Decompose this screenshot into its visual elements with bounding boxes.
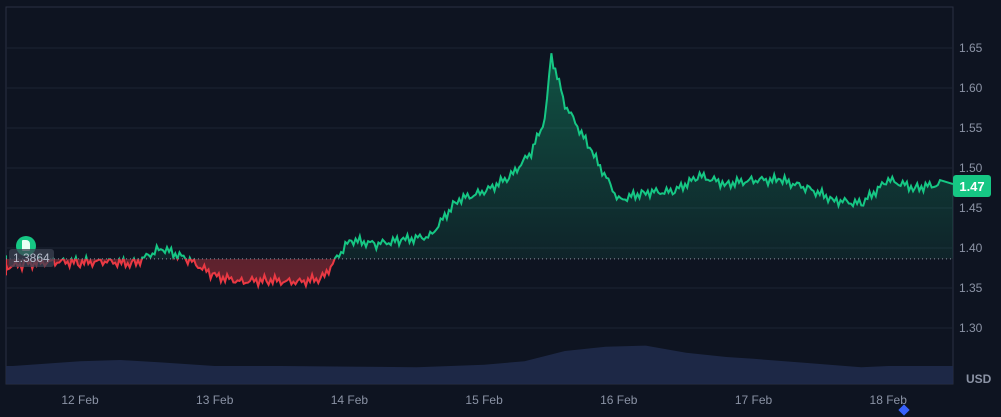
x-tick-label: 13 Feb (196, 393, 234, 407)
y-tick-label: 1.55 (959, 121, 983, 135)
document-glyph-icon (22, 240, 30, 251)
volume-bars (6, 345, 953, 384)
currency-label[interactable]: USD (966, 372, 992, 386)
y-tick-label: 1.50 (959, 161, 983, 175)
y-tick-label: 1.45 (959, 201, 983, 215)
x-tick-label: 15 Feb (465, 393, 503, 407)
current-price-badge: 1.47 (953, 175, 991, 197)
price-area-down (6, 258, 335, 287)
x-tick-label: 18 Feb (870, 393, 908, 407)
y-tick-label: 1.35 (959, 281, 983, 295)
price-line-down (6, 258, 336, 290)
y-tick-label: 1.65 (959, 41, 983, 55)
x-tick-label: 12 Feb (61, 393, 99, 407)
price-area-up (6, 53, 953, 259)
price-line-up (6, 53, 953, 259)
x-tick-label: 17 Feb (735, 393, 773, 407)
x-tick-label: 14 Feb (331, 393, 369, 407)
y-tick-label: 1.40 (959, 241, 983, 255)
y-tick-label: 1.30 (959, 321, 983, 335)
baseline-price-label: 1.3864 (9, 249, 54, 267)
x-tick-label: 16 Feb (600, 393, 638, 407)
y-tick-label: 1.60 (959, 81, 983, 95)
